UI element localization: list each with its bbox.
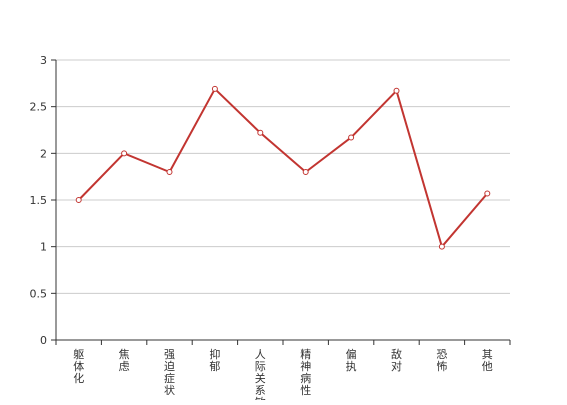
x-tick-label: 躯体化 (73, 348, 84, 385)
x-tick-label: 人际关系敏感 (255, 348, 266, 400)
y-tick-label: 3 (40, 54, 47, 67)
y-axis-ticks: 0 0.5 1 1.5 2 2.5 3 (30, 54, 56, 347)
grid-lines (56, 59, 510, 294)
data-point (75, 197, 82, 203)
x-tick-label: 抑郁 (209, 347, 220, 373)
x-tick-label: 精神病性 (300, 348, 311, 397)
data-point (257, 129, 264, 136)
x-tick-label: 恐怖 (436, 348, 447, 373)
data-point (166, 169, 173, 175)
x-tick-label: 偏执 (346, 347, 357, 373)
x-tick-label: 焦虑 (119, 348, 130, 373)
y-tick-label: 0.5 (30, 287, 48, 300)
data-point (438, 243, 445, 250)
data-point (393, 87, 400, 94)
x-tick-label: 敌对 (391, 347, 402, 373)
y-tick-label: 1.5 (30, 194, 48, 207)
x-tick-label: 其他 (482, 348, 493, 373)
x-axis-ticks: 躯体化 焦虑 强迫症状 抑郁 人际关系敏感 精神病性 偏执 敌对 恐怖 其他 (55, 340, 511, 405)
data-point (348, 134, 355, 141)
data-point (302, 169, 309, 175)
data-point (211, 85, 218, 92)
data-point (121, 150, 128, 157)
data-point (484, 190, 491, 197)
y-tick-label: 2 (40, 147, 47, 160)
series-line (77, 87, 489, 248)
y-tick-label: 2.5 (30, 101, 48, 114)
series (75, 85, 491, 250)
y-tick-label: 1 (40, 241, 47, 254)
y-tick-label: 0 (40, 334, 47, 347)
x-tick-label: 强迫症状 (164, 348, 175, 397)
